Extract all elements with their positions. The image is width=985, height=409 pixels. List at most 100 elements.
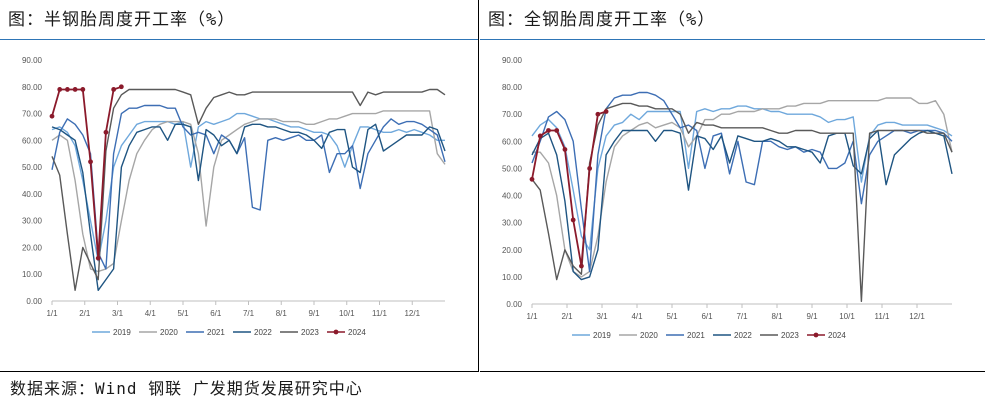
series-point-2024 bbox=[579, 263, 584, 269]
x-tick-label: 1/1 bbox=[46, 309, 58, 318]
x-tick-label: 12/1 bbox=[404, 309, 420, 318]
y-tick-label: 60.00 bbox=[502, 137, 523, 146]
y-tick-label: 20.00 bbox=[502, 246, 523, 255]
x-tick-label: 5/1 bbox=[666, 312, 678, 321]
y-tick-label: 50.00 bbox=[502, 164, 523, 173]
series-point-2024 bbox=[80, 87, 86, 92]
legend-marker bbox=[813, 332, 819, 338]
series-point-2024 bbox=[65, 87, 70, 92]
y-tick-label: 50.00 bbox=[22, 163, 43, 172]
y-tick-label: 80.00 bbox=[22, 83, 43, 92]
x-tick-label: 4/1 bbox=[631, 312, 643, 321]
legend-label: 2019 bbox=[113, 328, 131, 337]
y-tick-label: 30.00 bbox=[22, 217, 43, 226]
legend-item-2021: 2021 bbox=[186, 328, 225, 337]
x-tick-label: 4/1 bbox=[145, 309, 157, 318]
source-note: 数据来源：Wind 钢联 广发期货发展研究中心 bbox=[10, 379, 363, 398]
legend-item-2024: 2024 bbox=[327, 328, 366, 337]
legend-item-2023: 2023 bbox=[760, 331, 799, 340]
chart-panel-all-steel: 图：全钢胎周度开工率（%） 0.00 10.00 20.00 30.00 40.00 50… bbox=[480, 0, 985, 372]
series-point-2024 bbox=[570, 217, 576, 223]
y-tick-label: 60.00 bbox=[22, 136, 43, 145]
series-point-2024 bbox=[49, 113, 55, 119]
y-tick-label: 0.00 bbox=[506, 300, 522, 309]
series-point-2024 bbox=[562, 147, 568, 152]
x-tick-label: 6/1 bbox=[210, 309, 222, 318]
legend-item-2021: 2021 bbox=[666, 331, 705, 340]
series-point-2024 bbox=[111, 87, 117, 92]
x-tick-label: 9/1 bbox=[806, 312, 818, 321]
y-tick-label: 90.00 bbox=[502, 56, 523, 65]
panel-bottom-rule bbox=[480, 371, 985, 372]
series-point-2024 bbox=[529, 176, 535, 182]
x-tick-label: 6/1 bbox=[701, 312, 713, 321]
legend-item-2020: 2020 bbox=[139, 328, 178, 337]
series-point-2024 bbox=[118, 84, 124, 90]
y-tick-label: 80.00 bbox=[502, 83, 523, 92]
series-point-2024 bbox=[72, 87, 78, 92]
x-tick-label: 10/1 bbox=[839, 312, 855, 321]
y-tick-label: 70.00 bbox=[22, 110, 43, 119]
legend-item-2019: 2019 bbox=[572, 331, 611, 340]
series-point-2024 bbox=[595, 111, 601, 117]
chart-half-steel: 0.00 10.00 20.00 30.00 40.00 50.00 60.00 70.00 8… bbox=[22, 56, 446, 337]
x-tick-label: 1/1 bbox=[526, 312, 538, 321]
x-tick-label: 7/1 bbox=[736, 312, 748, 321]
y-tick-label: 30.00 bbox=[502, 219, 523, 228]
title-divider bbox=[0, 39, 478, 40]
series-line-2024 bbox=[51, 85, 122, 260]
title-divider bbox=[480, 39, 985, 40]
x-tick-label: 3/1 bbox=[112, 309, 124, 318]
x-tick-label: 5/1 bbox=[177, 309, 189, 318]
chart-panel-half-steel: 图：半钢胎周度开工率（%） 0.00 10.00 20.00 30.00 40.00 50… bbox=[0, 0, 479, 372]
series-point-2024 bbox=[95, 255, 101, 261]
legend-label: 2022 bbox=[734, 331, 752, 340]
series-point-2024 bbox=[603, 109, 609, 114]
chart-all-steel: 0.00 10.00 20.00 30.00 40.00 50.00 60.00 70.00 8… bbox=[502, 56, 953, 340]
y-tick-label: 90.00 bbox=[22, 56, 43, 65]
x-tick-label: 8/1 bbox=[771, 312, 783, 321]
legend-label: 2023 bbox=[781, 331, 799, 340]
series-line-2019 bbox=[531, 105, 953, 251]
series-point-2024 bbox=[103, 129, 109, 135]
series-point-2024 bbox=[537, 133, 543, 139]
x-tick-label: 9/1 bbox=[308, 309, 320, 318]
legend-label: 2023 bbox=[301, 328, 319, 337]
y-tick-label: 0.00 bbox=[26, 297, 42, 306]
x-tick-label: 12/1 bbox=[909, 312, 925, 321]
series-line-2020 bbox=[51, 110, 446, 273]
series-point-2024 bbox=[57, 87, 63, 92]
legend-label: 2020 bbox=[640, 331, 658, 340]
series-point-2024 bbox=[554, 128, 560, 133]
y-tick-label: 70.00 bbox=[502, 110, 523, 119]
x-tick-label: 11/1 bbox=[372, 309, 388, 318]
chart-title: 图：半钢胎周度开工率（%） bbox=[8, 10, 236, 30]
series-point-2024 bbox=[546, 128, 551, 133]
legend-label: 2021 bbox=[207, 328, 225, 337]
chart-title: 图：全钢胎周度开工率（%） bbox=[488, 10, 716, 30]
series-line-2021 bbox=[51, 104, 446, 270]
x-tick-label: 10/1 bbox=[339, 309, 355, 318]
y-tick-label: 10.00 bbox=[22, 270, 43, 279]
legend-label: 2021 bbox=[687, 331, 705, 340]
x-tick-label: 3/1 bbox=[596, 312, 608, 321]
x-tick-label: 2/1 bbox=[79, 309, 91, 318]
x-tick-label: 11/1 bbox=[875, 312, 891, 321]
legend-label: 2019 bbox=[593, 331, 611, 340]
legend-item-2022: 2022 bbox=[713, 331, 752, 340]
y-tick-label: 40.00 bbox=[502, 192, 523, 201]
y-tick-label: 10.00 bbox=[502, 273, 523, 282]
legend-item-2024: 2024 bbox=[807, 331, 846, 340]
legend-item-2022: 2022 bbox=[233, 328, 272, 337]
legend-label: 2022 bbox=[254, 328, 272, 337]
panel-bottom-rule bbox=[0, 371, 478, 372]
legend-marker bbox=[333, 329, 339, 335]
x-tick-label: 7/1 bbox=[243, 309, 255, 318]
legend-item-2020: 2020 bbox=[619, 331, 658, 340]
series-line-2022 bbox=[531, 129, 953, 281]
legend-item-2023: 2023 bbox=[280, 328, 319, 337]
y-tick-label: 40.00 bbox=[22, 190, 43, 199]
legend-item-2019: 2019 bbox=[92, 328, 131, 337]
series-line-2021 bbox=[531, 91, 953, 273]
legend-label: 2024 bbox=[828, 331, 846, 340]
